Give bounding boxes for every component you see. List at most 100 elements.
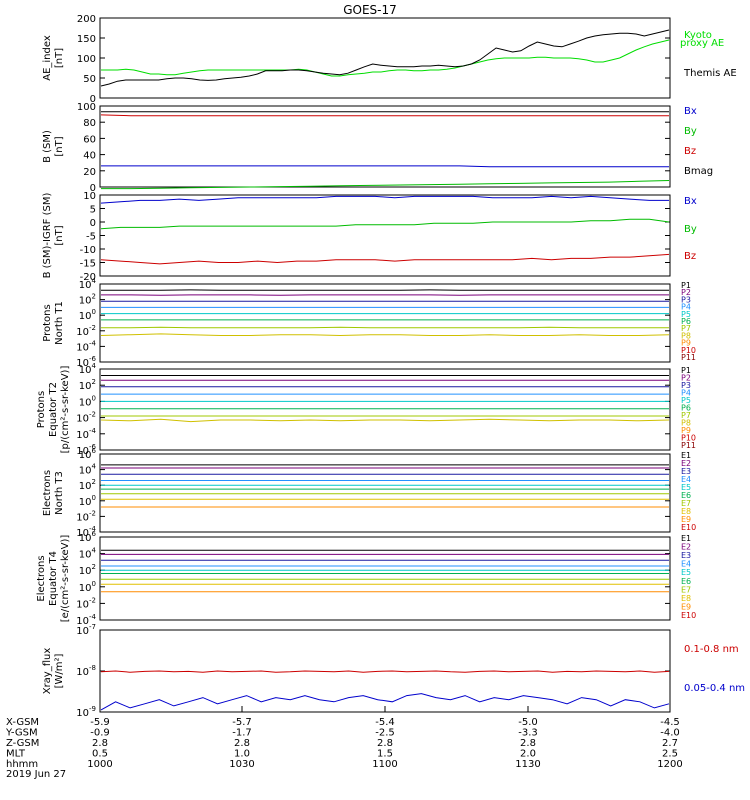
panel-frame (99, 17, 671, 99)
y-axis-label: North T1 (54, 301, 65, 345)
legend-entry: P5 (681, 396, 691, 405)
y-tick-label: 10-4 (76, 427, 96, 441)
x-row-value: -0.9 (90, 728, 110, 739)
x-row-label: Y-GSM (5, 728, 38, 739)
series-line (101, 39, 670, 77)
y-tick-label: 80 (83, 118, 96, 129)
x-row-value: -3.3 (518, 728, 538, 739)
legend-entry: E8 (681, 507, 691, 516)
legend-entry: E9 (681, 602, 691, 611)
y-axis-label: Protons (36, 391, 47, 428)
series-line (101, 165, 669, 168)
y-tick-label: 0 (90, 94, 96, 105)
y-tick-label: 100 (77, 102, 96, 113)
series-line (101, 180, 670, 190)
legend-entry: P4 (681, 303, 691, 312)
x-row-value: 1000 (87, 759, 112, 770)
legend-entry: By (684, 126, 697, 137)
legend-entry: E10 (681, 611, 696, 620)
legend-entry: E5 (681, 483, 691, 492)
legend-entry: E2 (681, 543, 691, 552)
y-tick-label: 104 (79, 277, 97, 291)
y-axis-label: Protons (42, 304, 53, 341)
legend-entry: P11 (681, 353, 696, 362)
legend-entry: E9 (681, 515, 691, 524)
y-tick-label: 40 (83, 151, 96, 162)
x-axis-date: 2019 Jun 27 (6, 769, 66, 780)
series-line (100, 670, 670, 673)
x-row-value: 2.8 (234, 738, 250, 749)
legend-entry: E3 (681, 551, 691, 560)
legend-entry: P9 (681, 339, 691, 348)
legend-entry: P1 (681, 281, 691, 290)
legend-entry: E8 (681, 594, 691, 603)
y-tick-label: 102 (79, 563, 96, 577)
y-tick-label: 10-2 (76, 509, 96, 523)
series-line (100, 693, 670, 711)
x-row-value: 2.8 (377, 738, 393, 749)
y-tick-label: 200 (77, 14, 96, 25)
y-tick-label: 100 (79, 580, 96, 594)
legend-entry: P3 (681, 381, 691, 390)
y-tick-label: 10-7 (76, 623, 96, 637)
y-tick-label: 102 (79, 378, 96, 392)
y-tick-label: 104 (79, 463, 97, 477)
legend-entry: Bz (684, 251, 696, 262)
legend-entry: P3 (681, 295, 691, 304)
y-tick-label: 10-4 (76, 339, 96, 353)
panel-2: 0 20 40 60 80 100 B (SM) [nT] Bx By Bz Bmag (42, 102, 713, 194)
legend-entry: P4 (681, 389, 691, 398)
legend-entry: Bx (684, 106, 697, 117)
y-axis-label: Electrons (42, 470, 53, 516)
y-axis-label: B (SM) (42, 130, 53, 163)
legend-entry: P9 (681, 426, 691, 435)
x-row-label: Z-GSM (6, 738, 39, 749)
x-row-value: -5.4 (375, 717, 395, 728)
y-axis-label: B (SM)-IGRF (SM) (42, 193, 53, 279)
legend-entry: P2 (681, 374, 691, 383)
y-tick-label: 5 (90, 205, 96, 216)
x-row-value: -2.5 (375, 728, 395, 739)
x-row-value: 2.8 (520, 738, 536, 749)
x-row-label: X-GSM (6, 717, 39, 728)
y-tick-label: 104 (79, 362, 97, 376)
y-tick-label: -15 (80, 259, 96, 270)
y-tick-label: 102 (79, 478, 96, 492)
legend-entry: P10 (681, 346, 696, 355)
legend-entry: P6 (681, 317, 691, 326)
y-tick-label: 50 (83, 74, 96, 85)
x-row-value: -5.0 (518, 717, 538, 728)
legend-entry: 0.1-0.8 nm (684, 644, 739, 655)
y-tick-label: 10 (83, 191, 96, 202)
legend-entry: E1 (681, 534, 691, 543)
x-row-value: 2.8 (92, 738, 108, 749)
x-row-value: 2.7 (662, 738, 678, 749)
legend-entry: P8 (681, 419, 691, 428)
panel-frame (99, 536, 671, 621)
y-axis-label: [p/(cm²-s-sr-keV)] (60, 366, 71, 454)
x-row-value: 2.5 (662, 749, 678, 760)
series-line (100, 253, 670, 265)
x-row-value: 0.5 (92, 749, 108, 760)
panel-frame (99, 453, 671, 533)
legend-entry: Bx (684, 196, 697, 207)
legend-entry: Themis AE (683, 68, 737, 79)
y-tick-label: -10 (80, 245, 96, 256)
x-row-value: 1.0 (234, 749, 250, 760)
legend-entry: P1 (681, 366, 691, 375)
legend-entry: E2 (681, 459, 691, 468)
y-axis-label: [nT] (54, 136, 65, 156)
y-tick-label: 104 (79, 547, 97, 561)
x-row-value: 1.5 (377, 749, 393, 760)
legend-entry: P6 (681, 404, 691, 413)
y-tick-label: 10-2 (76, 596, 96, 610)
x-row-value: 2.0 (520, 749, 536, 760)
legend-entry: P7 (681, 411, 691, 420)
y-tick-label: 20 (83, 167, 96, 178)
y-tick-label: 102 (79, 293, 96, 307)
